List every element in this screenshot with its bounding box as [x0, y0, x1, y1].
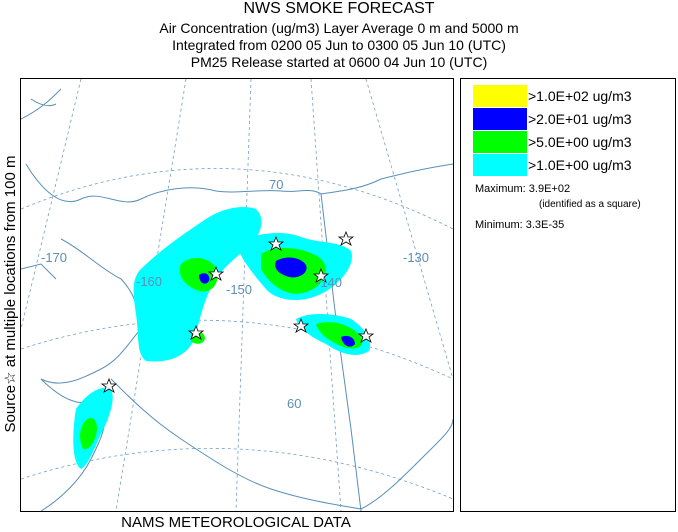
source-markers	[100, 230, 375, 393]
coastline-gulf	[110, 378, 362, 510]
minimum-value: 3.3E-35	[525, 219, 565, 231]
legend-swatch-cyan	[473, 154, 527, 176]
maximum-value: 3.9E+02	[528, 183, 571, 195]
map-canvas: -170 -160 -150 -140 -130 70 60	[21, 79, 453, 511]
source-side-label-text: Source☆ at multiple locations from 100 m	[2, 155, 19, 433]
latitude-line-70	[21, 168, 453, 230]
source-star	[100, 377, 118, 393]
minimum-label: Minimum:	[475, 219, 523, 231]
legend-swatch-yellow	[473, 85, 527, 107]
plume-northeast-blue	[275, 257, 307, 278]
lat-label-60: 60	[287, 396, 301, 411]
legend-item-cyan: >1.0E+00 ug/m3	[473, 154, 673, 176]
integration-period: Integrated from 0200 05 Jun to 0300 05 J…	[172, 37, 506, 53]
maximum-label: Maximum:	[475, 183, 526, 195]
source-star	[187, 324, 205, 340]
coastline-chukotka	[30, 98, 57, 107]
legend-label: >5.0E+00 ug/m3	[528, 134, 632, 150]
lon-label-160: -160	[136, 274, 162, 289]
coordinate-labels: -170 -160 -150 -140 -130 70 60	[41, 177, 429, 411]
maximum-note: (identified as a square)	[539, 199, 641, 210]
coastline-islands	[21, 263, 57, 280]
maximum-stat: Maximum: 3.9E+02	[475, 183, 570, 195]
legend-item-green: >5.0E+00 ug/m3	[473, 131, 673, 153]
lon-label-170: -170	[41, 250, 67, 265]
source-star	[292, 317, 310, 333]
plume-central-green	[179, 257, 218, 292]
coastline-canada-arctic	[320, 163, 453, 195]
longitude-line-4	[310, 79, 342, 511]
source-side-label: Source☆ at multiple locations from 100 m	[0, 78, 20, 510]
legend-item-blue: >2.0E+01 ug/m3	[473, 108, 673, 130]
legend-label: >1.0E+00 ug/m3	[528, 157, 632, 173]
source-star	[267, 235, 285, 251]
source-star	[337, 230, 355, 246]
coastline-siberia	[21, 88, 62, 120]
lon-label-140: -140	[316, 275, 342, 290]
legend-label: >1.0E+02 ug/m3	[528, 88, 632, 104]
data-source-footer: NAMS METEOROLOGICAL DATA	[121, 514, 351, 531]
longitude-line-5	[365, 79, 453, 380]
minimum-stat: Minimum: 3.3E-35	[475, 219, 564, 231]
legend-swatch-blue	[473, 108, 527, 130]
source-star	[312, 267, 330, 283]
latitude-line-65	[21, 319, 453, 380]
map-title: NWS SMOKE FORECAST	[243, 0, 435, 17]
smoke-plumes	[73, 207, 371, 469]
source-star	[357, 327, 375, 343]
plume-east-blue	[341, 335, 355, 347]
longitude-line-3	[235, 79, 252, 511]
plume-central-blue	[199, 273, 210, 284]
lon-label-130: -130	[403, 250, 429, 265]
plume-southwest-green	[80, 417, 97, 450]
release-info: PM25 Release started at 0600 04 Jun 10 (…	[190, 54, 488, 70]
lat-label-70: 70	[269, 177, 283, 192]
concentration-subtitle: Air Concentration (ug/m3) Layer Average …	[159, 20, 519, 36]
source-star	[207, 265, 225, 281]
legend-item-yellow: >1.0E+02 ug/m3	[473, 85, 673, 107]
lon-label-150: -150	[226, 282, 252, 297]
coastline-panhandle	[360, 418, 453, 510]
legend-label: >2.0E+01 ug/m3	[528, 111, 632, 127]
smoke-forecast-map: -170 -160 -150 -140 -130 70 60	[20, 78, 454, 512]
legend-panel: >1.0E+02 ug/m3 >2.0E+01 ug/m3 >5.0E+00 u…	[460, 78, 676, 512]
longitude-line-1	[21, 79, 82, 330]
legend-swatch-green	[473, 131, 527, 153]
coastline-arctic	[25, 163, 322, 203]
